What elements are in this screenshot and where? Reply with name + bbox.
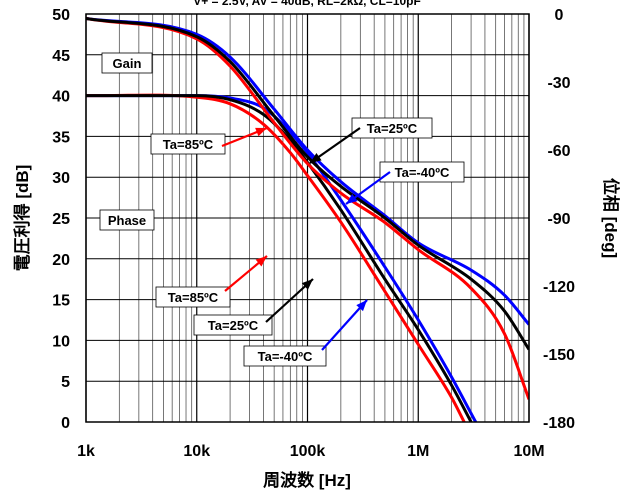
plot-frame [85,13,530,423]
x-axis-title: 周波数 [Hz] [263,470,351,490]
y-left-tick-label: 40 [52,89,70,106]
y-right-tick-label: -180 [543,415,575,432]
y-right-axis-title: 位相 [deg] [601,178,621,258]
gain-m40c-label-box [379,161,465,183]
gain-m40c-label: Ta=-40ºC [395,165,450,180]
y-left-tick-label: 15 [52,293,70,310]
gain-label: Gain [113,56,142,71]
y-left-tick-label: 45 [52,48,70,65]
annotations: Gain Phase Ta=85ºC Ta=25ºC Ta=-40ºC Ta=85ºC Ta… [99,52,465,367]
x-tick-labels: 1k 10k 100k 1M 10M [77,443,544,460]
y-right-tick-label: -60 [547,143,570,160]
y-right-tick-label: -150 [543,347,575,364]
phase-m40c-arrow-line [321,299,368,351]
phase-m40c-label-box [243,345,327,367]
y-left-tick-label: 5 [61,374,70,391]
x-tick-label: 100k [290,443,326,460]
y-right-tick-label: -30 [547,75,570,92]
gain-85c-label: Ta=85ºC [163,137,214,152]
phase-label-box [99,209,155,231]
phase-m40c-label: Ta=-40ºC [258,349,313,364]
y-right-tick-label: -120 [543,279,575,296]
x-tick-label: 10M [513,443,544,460]
x-tick-label: 1M [407,443,429,460]
x-tick-label: 10k [183,443,210,460]
curve-phase-ta25c [86,17,529,351]
gain-label-box [101,52,153,74]
gain-25c-label-box [351,117,433,139]
y-left-tick-label: 10 [52,333,70,350]
y-left-tick-label: 25 [52,211,70,228]
top-note: V+ = 2.5V, AV = 40dB, RL=2kΩ, CL=10pF [193,0,421,8]
y-right-tick-label: -90 [547,211,570,228]
y-left-axis-title: 電圧利得 [dB] [12,165,32,272]
curve-phase-ta-40c [86,17,529,326]
gain-m40c-arrow-head [346,193,358,204]
phase-85c-label-box [155,286,231,308]
gain-25c-arrow-head [310,153,322,163]
x-tick-label: 1k [77,443,95,460]
phase-25c-label: Ta=25ºC [208,318,259,333]
gain-85c-arrow-head [255,127,267,137]
phase-label: Phase [108,213,146,228]
y-left-tick-labels: 0 5 10 15 20 25 30 35 40 45 50 [52,7,70,432]
phase-25c-label-box [193,314,273,336]
phase-m40c-arrow-head [356,300,367,312]
y-left-tick-label: 35 [52,129,70,146]
curve-gain-ta85c [86,93,466,422]
phase-25c-arrow-head [301,279,313,290]
gain-25c-label: Ta=25ºC [367,121,418,136]
phase-85c-label: Ta=85ºC [168,290,219,305]
y-right-tick-labels: 0 -30 -60 -90 -120 -150 -180 [543,7,575,432]
curve-phase-ta85c [86,17,529,400]
y-left-tick-label: 30 [52,170,70,187]
data-curves [86,17,529,422]
y-left-tick-label: 20 [52,252,70,269]
y-left-tick-label: 0 [61,415,70,432]
phase-85c-arrow-head [255,256,267,267]
y-right-tick-label: 0 [555,7,564,24]
y-left-tick-label: 50 [52,7,70,24]
